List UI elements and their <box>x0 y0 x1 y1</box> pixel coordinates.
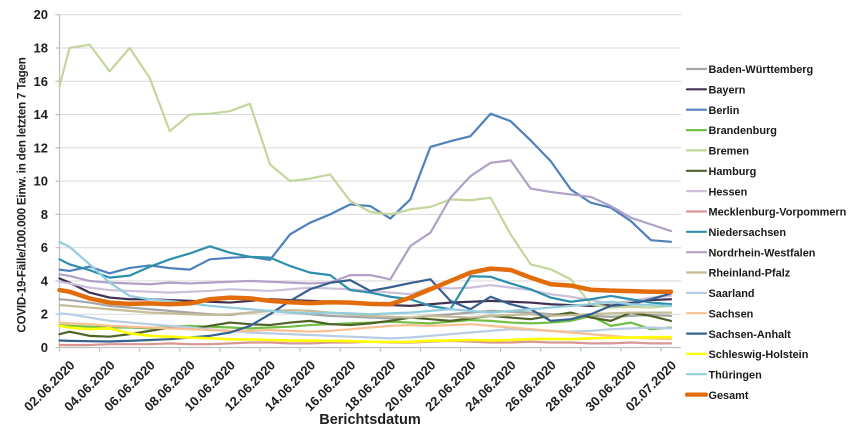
svg-text:Rheinland-Pfalz: Rheinland-Pfalz <box>709 268 791 280</box>
svg-text:8: 8 <box>41 207 48 222</box>
svg-text:Hamburg: Hamburg <box>709 166 757 178</box>
svg-text:Baden-Württemberg: Baden-Württemberg <box>709 64 814 76</box>
svg-text:Mecklenburg-Vorpommern: Mecklenburg-Vorpommern <box>709 207 847 219</box>
svg-text:Thüringen: Thüringen <box>709 369 762 381</box>
svg-text:Saarland: Saarland <box>709 288 755 300</box>
svg-text:6: 6 <box>41 240 48 255</box>
svg-text:14: 14 <box>34 107 49 122</box>
svg-text:20: 20 <box>34 7 48 22</box>
svg-text:Berlin: Berlin <box>709 105 740 117</box>
svg-text:0: 0 <box>41 340 48 355</box>
svg-text:18: 18 <box>34 41 48 56</box>
svg-text:16: 16 <box>34 74 48 89</box>
svg-text:Gesamt: Gesamt <box>709 390 749 402</box>
svg-text:Hessen: Hessen <box>709 186 748 198</box>
svg-text:Sachsen: Sachsen <box>709 308 754 320</box>
svg-text:Brandenburg: Brandenburg <box>709 125 777 137</box>
svg-text:2: 2 <box>41 307 48 322</box>
svg-text:10: 10 <box>34 174 48 189</box>
svg-text:Berichtsdatum: Berichtsdatum <box>319 412 421 428</box>
svg-text:Sachsen-Anhalt: Sachsen-Anhalt <box>709 329 792 341</box>
svg-text:Bayern: Bayern <box>709 85 746 97</box>
svg-text:COVID-19-Fälle/100.000 Einw. i: COVID-19-Fälle/100.000 Einw. in den letz… <box>16 57 29 332</box>
svg-text:Bremen: Bremen <box>709 146 750 158</box>
svg-text:Niedersachsen: Niedersachsen <box>709 227 786 239</box>
svg-text:4: 4 <box>41 273 49 288</box>
svg-text:12: 12 <box>34 140 48 155</box>
svg-text:Nordrhein-Westfalen: Nordrhein-Westfalen <box>709 247 816 259</box>
svg-text:Schleswig-Holstein: Schleswig-Holstein <box>709 349 809 361</box>
